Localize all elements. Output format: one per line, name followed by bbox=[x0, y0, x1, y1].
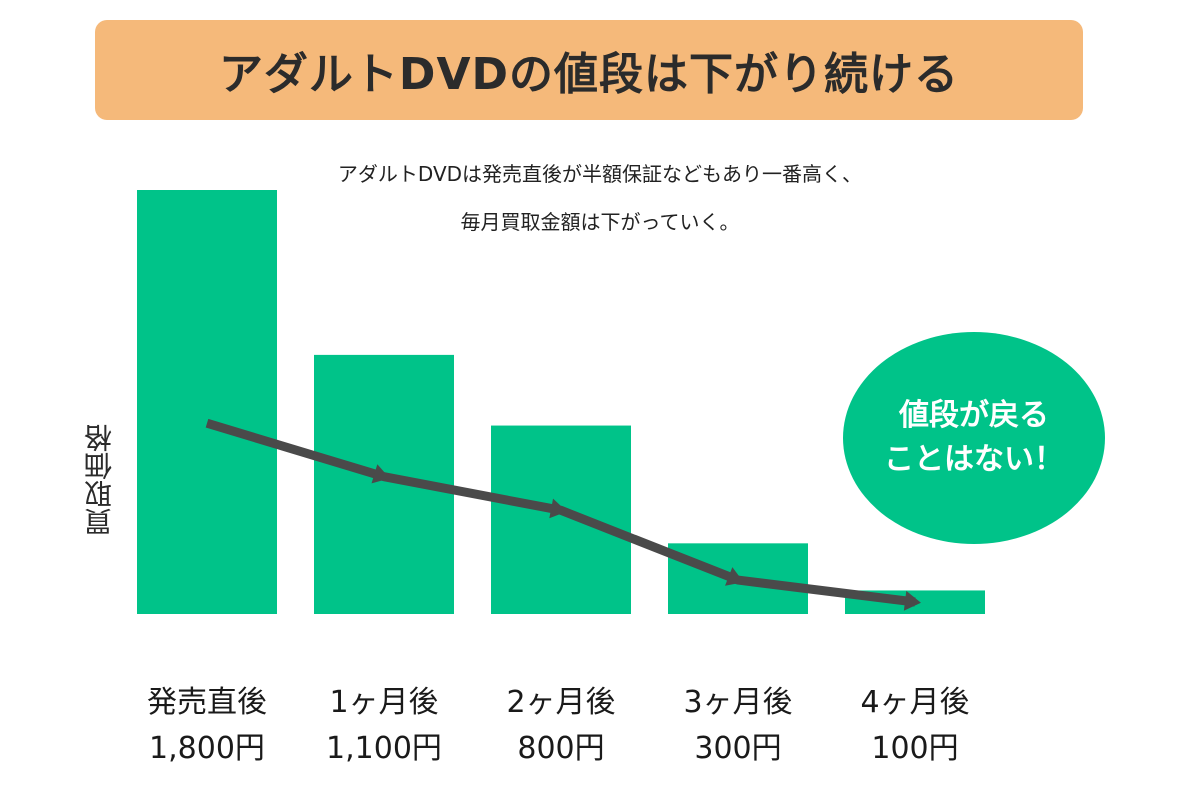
category-label: 発売直後 bbox=[147, 685, 267, 720]
category-label: 2ヶ月後 bbox=[506, 685, 616, 720]
subtitle-line-1: アダルトDVDは発売直後が半額保証などもあり一番高く、 bbox=[337, 162, 863, 186]
category-label: 3ヶ月後 bbox=[683, 685, 793, 720]
bar-3 bbox=[491, 425, 631, 614]
trend-arrowhead-2 bbox=[549, 498, 567, 519]
trend-arrowhead-3 bbox=[725, 567, 744, 586]
x-tick-label-4: 3ヶ月後 300円 bbox=[648, 680, 828, 772]
bar-1 bbox=[137, 190, 277, 614]
category-label: 4ヶ月後 bbox=[860, 685, 970, 720]
value-label: 1,100円 bbox=[326, 731, 442, 766]
callout-bubble: 値段が戻る ことはない！ bbox=[843, 332, 1105, 544]
x-tick-label-3: 2ヶ月後 800円 bbox=[471, 680, 651, 772]
x-tick-label-1: 発売直後 1,800円 bbox=[117, 680, 297, 772]
trend-arrowhead-4 bbox=[903, 590, 921, 611]
value-label: 300円 bbox=[694, 731, 782, 766]
category-label: 1ヶ月後 bbox=[329, 685, 439, 720]
title-banner: アダルトDVDの値段は下がり続ける bbox=[95, 20, 1083, 120]
trend-arrowhead-1 bbox=[371, 464, 390, 484]
value-label: 100円 bbox=[871, 731, 959, 766]
value-label: 800円 bbox=[517, 731, 605, 766]
subtitle-line-2: 毎月買取金額は下がっていく。 bbox=[460, 210, 740, 234]
callout-line-1: 値段が戻る bbox=[899, 398, 1049, 433]
x-tick-label-5: 4ヶ月後 100円 bbox=[825, 680, 1005, 772]
chart-subtitle: アダルトDVDは発売直後が半額保証などもあり一番高く、 毎月買取金額は下がってい… bbox=[0, 150, 1200, 246]
x-tick-label-2: 1ヶ月後 1,100円 bbox=[294, 680, 474, 772]
value-label: 1,800円 bbox=[149, 731, 265, 766]
callout-line-2: ことはない！ bbox=[884, 442, 1064, 477]
chart-title: アダルトDVDの値段は下がり続ける bbox=[218, 49, 960, 100]
